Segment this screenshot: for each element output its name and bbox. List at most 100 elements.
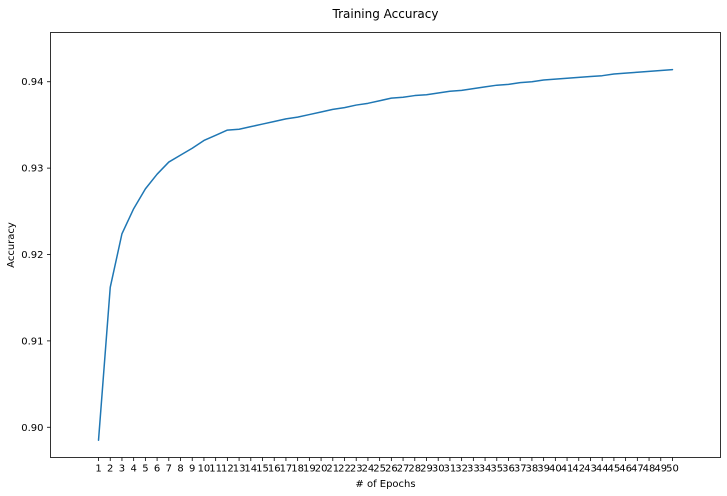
- x-tick-label: 32: [455, 464, 468, 475]
- data-point: [590, 76, 592, 78]
- y-tick-label: 0.94: [21, 77, 43, 88]
- x-tick-label: 25: [373, 464, 386, 475]
- x-tick-label: 19: [303, 464, 316, 475]
- data-point: [660, 70, 662, 72]
- data-point: [601, 75, 603, 77]
- data-point: [555, 78, 557, 80]
- x-tick-label: 38: [526, 464, 539, 475]
- x-tick-label: 26: [385, 464, 398, 475]
- x-tick-label: 47: [631, 464, 644, 475]
- x-tick-label: 37: [514, 464, 527, 475]
- x-tick-label: 2: [107, 464, 113, 475]
- x-tick-label: 13: [233, 464, 246, 475]
- x-tick-label: 4: [130, 464, 136, 475]
- x-tick-label: 14: [244, 464, 257, 475]
- x-tick-label: 50: [666, 464, 679, 475]
- x-tick-label: 41: [561, 464, 574, 475]
- x-tick-label: 9: [189, 464, 195, 475]
- data-point: [367, 103, 369, 105]
- data-point: [508, 84, 510, 86]
- data-point: [578, 77, 580, 79]
- x-tick-label: 16: [268, 464, 281, 475]
- chart-title: Training Accuracy: [332, 7, 439, 21]
- x-tick-label: 18: [291, 464, 304, 475]
- data-point: [273, 121, 275, 123]
- x-axis-label: # of Epochs: [355, 479, 415, 490]
- axes-frame: [50, 32, 721, 458]
- series-line: [97, 68, 674, 441]
- x-tick-label: 6: [154, 464, 160, 475]
- x-tick-label: 43: [584, 464, 597, 475]
- data-point: [238, 128, 240, 130]
- data-point: [496, 84, 498, 86]
- x-tick-label: 34: [479, 464, 492, 475]
- data-point: [285, 118, 287, 120]
- x-tick-label: 46: [619, 464, 632, 475]
- data-point: [473, 88, 475, 90]
- data-point: [297, 116, 299, 118]
- data-point: [145, 188, 147, 190]
- data-point: [414, 95, 416, 97]
- x-tick-label: 30: [432, 464, 445, 475]
- x-tick-label: 23: [350, 464, 363, 475]
- x-tick-label: 24: [362, 464, 375, 475]
- x-tick-label: 20: [315, 464, 328, 475]
- x-tick-label: 10: [198, 464, 211, 475]
- data-point: [320, 111, 322, 113]
- x-tick-label: 29: [420, 464, 433, 475]
- x-tick-label: 8: [177, 464, 183, 475]
- data-point: [98, 439, 100, 441]
- x-tick-label: 39: [537, 464, 550, 475]
- data-point: [637, 71, 639, 73]
- x-tick-label: 42: [572, 464, 585, 475]
- data-point: [121, 233, 123, 235]
- data-point: [133, 208, 135, 210]
- x-tick-label: 3: [119, 464, 125, 475]
- x-tick-label: 49: [654, 464, 667, 475]
- data-point: [613, 73, 615, 75]
- x-tick-label: 17: [280, 464, 293, 475]
- data-point: [250, 126, 252, 128]
- x-tick-label: 27: [397, 464, 410, 475]
- x-tick-label: 22: [338, 464, 351, 475]
- x-tick-label: 7: [166, 464, 172, 475]
- data-point: [437, 92, 439, 94]
- data-point: [543, 79, 545, 81]
- data-point: [391, 97, 393, 99]
- plot-area: 1 2 3 4 5 6 7 8 9 1011121314151617181920212223242…: [21, 68, 679, 475]
- x-tick-label: 36: [502, 464, 515, 475]
- data-point: [402, 96, 404, 98]
- x-tick-label: 11: [209, 464, 222, 475]
- data-point: [566, 77, 568, 79]
- x-tick-label: 44: [596, 464, 609, 475]
- data-point: [648, 71, 650, 73]
- data-point: [449, 90, 451, 92]
- x-tick-label: 1: [95, 464, 101, 475]
- y-tick-label: 0.92: [21, 250, 43, 261]
- data-point: [379, 100, 381, 102]
- y-axis-label: Accuracy: [6, 222, 17, 268]
- data-point: [672, 69, 674, 71]
- x-tick-label: 35: [490, 464, 503, 475]
- x-tick-label: 31: [444, 464, 457, 475]
- data-point: [168, 161, 170, 163]
- data-point: [519, 82, 521, 84]
- x-tick-label: 45: [608, 464, 621, 475]
- x-tick-label: 5: [142, 464, 148, 475]
- x-tick-label: 40: [549, 464, 562, 475]
- data-point: [355, 104, 357, 106]
- y-tick-label: 0.91: [21, 336, 43, 347]
- data-point: [426, 94, 428, 96]
- data-point: [461, 90, 463, 92]
- data-point: [531, 81, 533, 83]
- x-tick-label: 12: [221, 464, 234, 475]
- data-point: [484, 86, 486, 88]
- data-point: [309, 114, 311, 116]
- data-point: [109, 287, 111, 289]
- y-tick-label: 0.90: [21, 423, 43, 434]
- data-point: [332, 109, 334, 111]
- data-point: [344, 107, 346, 109]
- x-tick-label: 15: [256, 464, 269, 475]
- x-tick-label: 21: [326, 464, 339, 475]
